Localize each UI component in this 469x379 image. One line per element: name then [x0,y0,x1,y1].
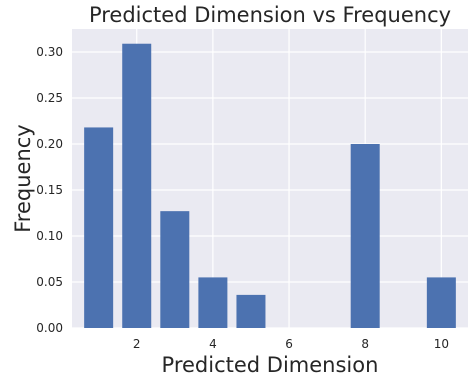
bar-10 [426,277,456,328]
bar-2 [122,43,152,328]
x-axis-title: Predicted Dimension [162,353,379,377]
y-tick-label: 0.30 [36,45,63,59]
x-tick-label: 6 [285,337,293,351]
bar-5 [236,294,266,328]
bar-3 [160,211,190,328]
bar-8 [350,144,380,328]
y-tick-label: 0.05 [36,275,63,289]
y-tick-label: 0.15 [36,183,63,197]
x-tick-label: 8 [361,337,369,351]
bars [84,43,456,328]
x-tick-label: 2 [133,337,141,351]
y-axis-title: Frequency [11,124,35,233]
bar-4 [198,277,228,328]
y-tick-label: 0.10 [36,229,63,243]
chart-title: Predicted Dimension vs Frequency [89,3,451,27]
y-tick-labels: 0.00 0.05 0.10 0.15 0.20 0.25 0.30 [36,45,63,335]
y-tick-label: 0.20 [36,137,63,151]
x-tick-label: 10 [434,337,449,351]
x-tick-label: 4 [209,337,217,351]
y-tick-label: 0.00 [36,321,63,335]
y-tick-label: 0.25 [36,91,63,105]
x-tick-labels: 2 4 6 8 10 [133,337,449,351]
bar-1 [84,127,114,328]
